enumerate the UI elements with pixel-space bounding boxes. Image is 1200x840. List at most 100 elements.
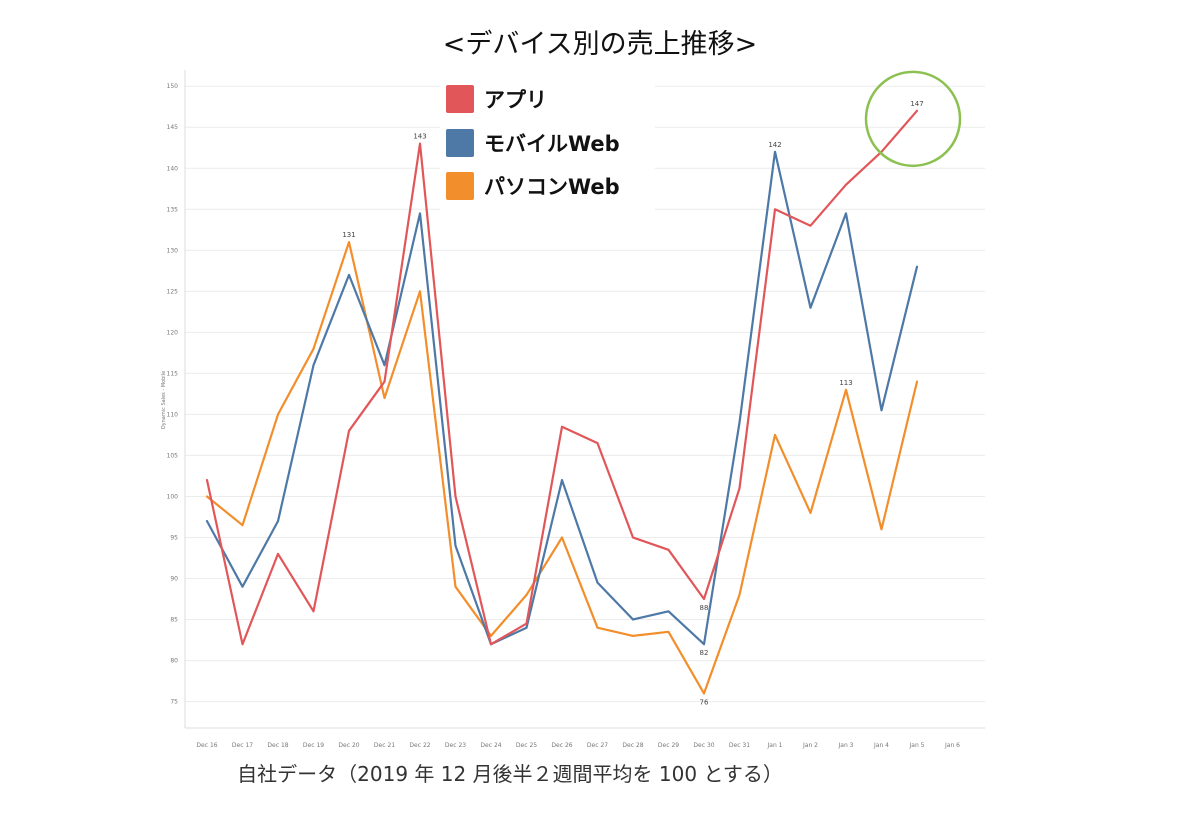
data-point [632, 618, 634, 621]
data-point [632, 635, 634, 637]
data-point [880, 409, 883, 412]
data-point [880, 528, 883, 531]
x-tick-label: Dec 26 [551, 742, 572, 749]
data-point [490, 643, 492, 646]
x-tick-label: Jan 6 [944, 742, 960, 749]
x-tick-label: Dec 31 [729, 742, 750, 749]
chart-title: <デバイス別の売上推移> [442, 29, 758, 60]
data-point [419, 212, 421, 215]
data-point [241, 585, 244, 588]
data-point [738, 421, 741, 424]
data-label: 147 [910, 100, 923, 108]
data-point [738, 594, 741, 596]
y-tick-label: 90 [170, 576, 178, 583]
x-tick-label: Dec 27 [587, 742, 608, 749]
data-point [348, 429, 350, 432]
data-point [348, 274, 350, 276]
data-point [277, 520, 279, 522]
legend: アプリ モバイルWeb パソコンWeb [440, 78, 655, 210]
x-tick-label: Dec 29 [658, 742, 679, 749]
y-tick-label: 140 [167, 165, 179, 172]
x-tick-label: Jan 1 [767, 742, 783, 749]
y-tick-label: 95 [170, 534, 178, 541]
legend-item-app: アプリ [446, 80, 547, 118]
x-tick-label: Dec 20 [338, 742, 359, 749]
legend-item-mobile-web: モバイルWeb [446, 124, 620, 162]
data-point [809, 306, 812, 309]
x-tick-label: Dec 16 [196, 742, 217, 749]
data-point [703, 692, 705, 695]
data-point [667, 610, 670, 613]
data-point [561, 425, 563, 428]
data-point [383, 380, 386, 383]
y-tick-label: 105 [167, 452, 179, 459]
x-tick-label: Dec 24 [480, 742, 501, 749]
data-point [845, 212, 847, 215]
x-tick-label: Dec 28 [622, 742, 643, 749]
data-point [241, 524, 244, 527]
x-tick-label: Dec 17 [232, 742, 253, 749]
y-tick-label: 85 [170, 617, 178, 624]
data-point [525, 622, 528, 625]
data-point [596, 442, 599, 445]
x-tick-label: Jan 5 [909, 742, 925, 749]
data-label: 82 [700, 649, 709, 657]
data-point [774, 434, 776, 436]
data-point [632, 536, 634, 539]
data-point [277, 552, 279, 555]
y-tick-label: 80 [170, 658, 178, 665]
data-label: 113 [839, 379, 852, 387]
x-tick-label: Jan 4 [873, 742, 889, 749]
y-tick-label: 110 [167, 411, 179, 418]
x-tick-label: Dec 25 [516, 742, 537, 749]
data-label: 143 [413, 133, 426, 141]
data-point [206, 520, 208, 522]
data-point [916, 109, 918, 112]
data-point [383, 364, 386, 367]
data-point [561, 479, 563, 481]
data-point [916, 265, 918, 268]
legend-swatch-pc-web [446, 172, 474, 200]
x-tick-label: Dec 22 [409, 742, 430, 749]
y-tick-label: 100 [167, 493, 179, 500]
data-point [454, 585, 457, 588]
y-tick-label: 150 [167, 83, 179, 90]
data-point [454, 495, 457, 498]
x-tick-label: Dec 19 [303, 742, 324, 749]
x-tick-label: Dec 23 [445, 742, 466, 749]
data-label: 131 [342, 231, 355, 239]
data-point [845, 388, 847, 391]
data-point [667, 548, 670, 551]
legend-item-pc-web: パソコンWeb [446, 167, 620, 205]
highlight-circle [864, 70, 962, 168]
x-tick-label: Jan 2 [802, 742, 818, 749]
data-point [419, 142, 421, 145]
x-tick-label: Dec 18 [267, 742, 288, 749]
x-tick-label: Dec 30 [693, 742, 714, 749]
y-axis-label: Dynamic Sales - Mobile [161, 371, 167, 429]
data-point [312, 364, 315, 367]
data-point [845, 183, 847, 186]
y-tick-label: 75 [170, 699, 178, 706]
legend-label-app: アプリ [484, 88, 547, 112]
data-point [809, 511, 812, 514]
data-point [596, 581, 599, 584]
data-point [703, 598, 705, 600]
data-point [525, 626, 528, 629]
data-point [241, 643, 244, 646]
data-point [383, 397, 386, 399]
series-line-2 [205, 241, 919, 695]
data-point [525, 594, 528, 596]
data-label: 88 [700, 604, 709, 612]
data-point [774, 150, 776, 153]
legend-label-mobile-web: モバイルWeb [484, 132, 620, 156]
legend-swatch-app [446, 85, 474, 113]
data-point [206, 479, 208, 481]
legend-label-pc-web: パソコンWeb [484, 175, 620, 199]
data-point [312, 347, 315, 350]
data-point [596, 626, 599, 629]
data-point [277, 413, 279, 416]
data-point [419, 290, 421, 293]
data-point [206, 495, 208, 498]
